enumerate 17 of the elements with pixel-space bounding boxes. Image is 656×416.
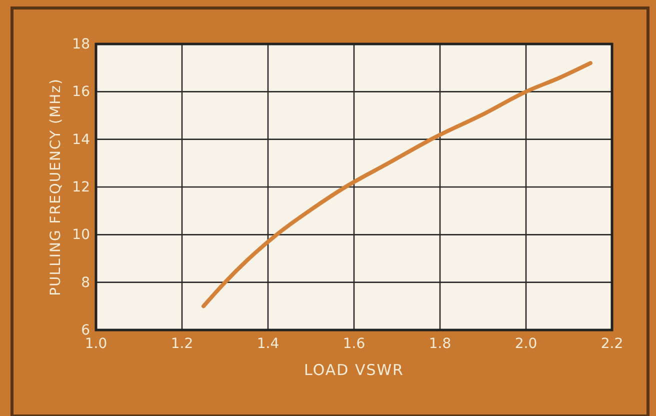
x-tick-label: 1.2	[170, 336, 194, 352]
y-axis-title: PULLING FREQUENCY (MHz)	[48, 78, 64, 296]
line-series	[202, 61, 592, 308]
y-tick-label: 16	[72, 84, 90, 100]
x-tick-label: 1.6	[342, 336, 366, 352]
y-tick-label: 18	[72, 36, 90, 52]
x-tick-label: 1.4	[256, 336, 280, 352]
x-axis-title: LOAD VSWR	[304, 361, 404, 379]
x-tick-label: 2.0	[514, 336, 538, 352]
x-tick-label: 1.8	[428, 336, 452, 352]
x-tick-label: 1.0	[84, 336, 108, 352]
y-tick-label: 12	[72, 179, 90, 196]
y-tick-label: 14	[72, 132, 90, 148]
x-tick-label: 2.2	[600, 336, 624, 352]
y-tick-label: 6	[81, 322, 90, 338]
y-tick-label: 8	[81, 274, 90, 291]
y-tick-label: 10	[72, 227, 90, 244]
